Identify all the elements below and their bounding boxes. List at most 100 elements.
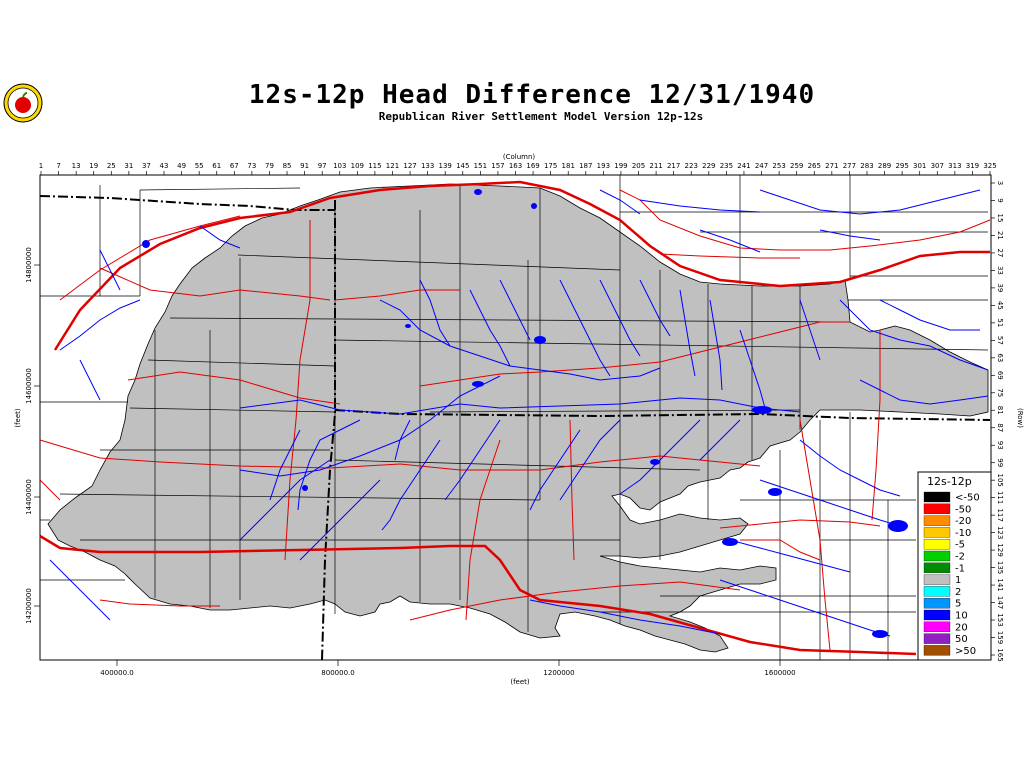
column-tick-label: 79 [265,162,274,170]
column-axis-label: (Column) [503,153,536,161]
column-tick-label: 217 [667,162,680,170]
row-tick-label: 111 [996,491,1004,504]
column-tick-label: 133 [421,162,434,170]
column-tick-label: 295 [895,162,908,170]
map-title: 12s-12p Head Difference 12/31/1940 [248,80,816,110]
row-tick-label: 27 [996,248,1004,257]
row-tick-label: 99 [996,458,1004,467]
legend-label: 10 [955,611,968,622]
column-tick-label: 139 [439,162,452,170]
column-tick-label: 7 [56,162,60,170]
row-tick-label: 159 [996,631,1004,644]
row-tick-label: 33 [996,266,1004,275]
column-tick-label: 121 [386,162,399,170]
row-tick-label: 117 [996,508,1004,521]
y-tick-label: 14400000 [25,479,33,515]
column-tick-label: 313 [948,162,961,170]
model-active-area [47,183,989,653]
legend-swatch [923,609,951,621]
legend-label: <-50 [955,493,980,504]
legend-label: 50 [955,634,968,645]
column-tick-label: 199 [614,162,627,170]
column-tick-label: 43 [160,162,169,170]
column-tick-label: 301 [913,162,926,170]
column-tick-label: 25 [107,162,116,170]
row-tick-label: 135 [996,561,1004,574]
row-ticks: 3915212733394551576369758187939910511111… [991,181,1004,662]
column-tick-label: 49 [177,162,186,170]
legend-title: 12s-12p [927,475,972,488]
column-tick-label: 127 [403,162,416,170]
column-tick-label: 277 [843,162,856,170]
column-tick-label: 235 [720,162,733,170]
column-tick-label: 97 [318,162,327,170]
column-tick-label: 229 [702,162,715,170]
column-tick-label: 205 [632,162,645,170]
column-tick-label: 283 [860,162,873,170]
column-tick-label: 73 [247,162,256,170]
column-tick-label: 85 [283,162,292,170]
column-tick-label: 163 [509,162,522,170]
legend-label: -1 [955,563,965,574]
column-tick-label: 1 [39,162,43,170]
legend-swatch [923,491,951,503]
row-tick-label: 75 [996,388,1004,397]
legend-label: 20 [955,622,968,633]
x-tick-label: 1600000 [764,669,795,677]
y-tick-label: 14200000 [25,588,33,624]
legend-swatch [923,503,951,514]
legend-label: -2 [955,552,965,563]
row-tick-label: 15 [996,214,1004,223]
legend-label: -5 [955,540,965,551]
row-tick-label: 3 [996,181,1004,185]
column-tick-label: 157 [491,162,504,170]
legend-swatch [923,574,951,585]
column-tick-label: 61 [212,162,221,170]
column-tick-label: 247 [755,162,768,170]
x-tick-label: 800000.0 [321,669,354,677]
legend-label: -10 [955,528,971,539]
row-tick-label: 165 [996,648,1004,661]
row-tick-label: 87 [996,423,1004,432]
legend-swatch [923,586,951,597]
column-tick-label: 175 [544,162,557,170]
reservoirs [142,189,908,638]
legend-swatch [923,539,951,550]
column-tick-label: 91 [300,162,309,170]
column-tick-label: 115 [368,162,381,170]
legend-swatch [923,598,951,609]
column-tick-label: 253 [772,162,785,170]
column-tick-label: 151 [474,162,487,170]
column-tick-label: 289 [878,162,891,170]
legend-label: -50 [955,504,971,515]
legend-swatch [923,550,951,562]
row-tick-label: 105 [996,473,1004,486]
row-tick-label: 9 [996,198,1004,202]
column-tick-label: 55 [195,162,204,170]
legend-swatch [923,562,951,573]
column-tick-label: 259 [790,162,803,170]
column-tick-label: 307 [931,162,944,170]
legend-swatch [923,633,951,644]
legend-label: >50 [955,646,976,657]
column-tick-label: 13 [72,162,81,170]
y-axis-label: (feet) [14,408,22,428]
legend-swatch [923,527,951,538]
row-tick-label: 81 [996,406,1004,415]
legend-label: 1 [955,575,961,586]
x-tick-label: 400000.0 [100,669,133,677]
legend-label: 2 [955,587,961,598]
streams [49,189,989,637]
x-ticks: 400000.0 800000.0 1200000 1600000 [100,660,796,677]
legend-swatch [923,645,951,656]
column-tick-label: 31 [124,162,133,170]
row-tick-label: 63 [996,353,1004,362]
x-tick-label: 1200000 [543,669,574,677]
legend-swatch [923,621,951,632]
row-tick-label: 129 [996,543,1004,556]
y-ticks: 14800000 14600000 14400000 14200000 [25,247,40,624]
roads [39,180,991,656]
y-tick-label: 14600000 [25,368,33,404]
